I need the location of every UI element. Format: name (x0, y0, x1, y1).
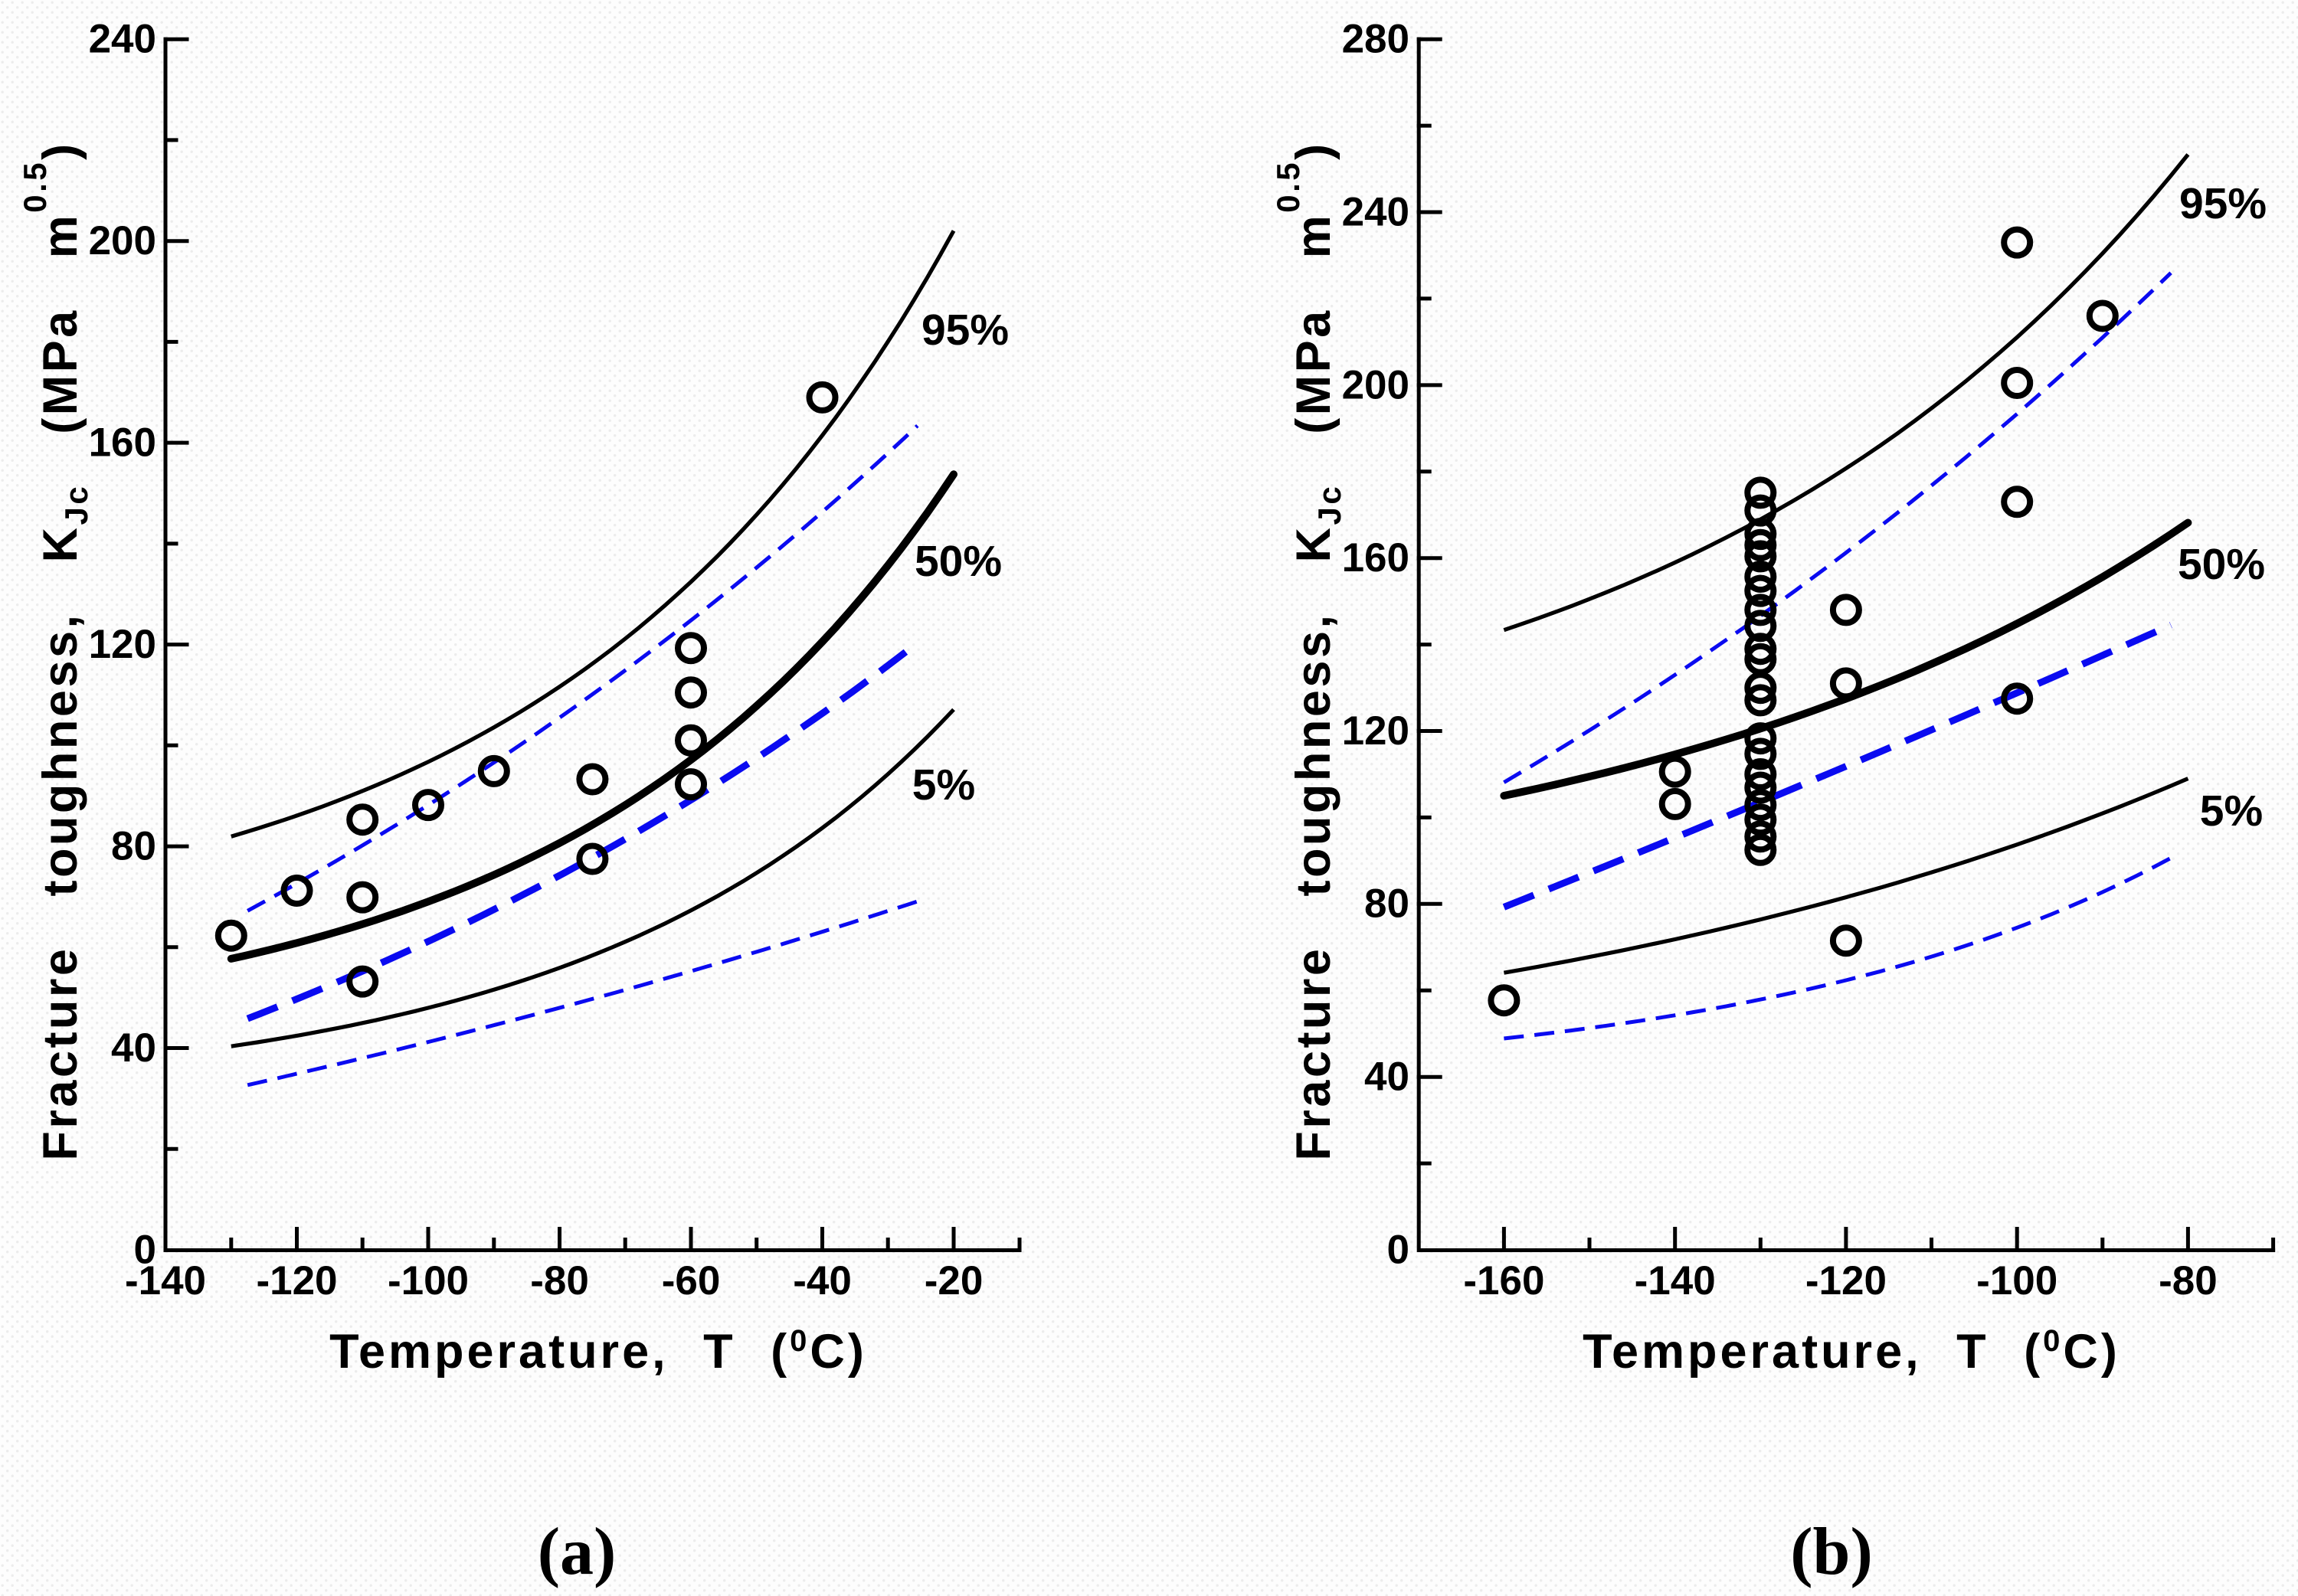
svg-text:0: 0 (134, 1227, 156, 1272)
svg-text:-60: -60 (662, 1258, 721, 1303)
svg-text:160: 160 (1342, 535, 1409, 581)
svg-text:5%: 5% (912, 760, 975, 809)
svg-text:95%: 95% (2179, 179, 2267, 228)
svg-text:-80: -80 (530, 1258, 589, 1303)
svg-text:-100: -100 (388, 1258, 469, 1303)
svg-text:50%: 50% (2178, 540, 2265, 589)
svg-text:120: 120 (1342, 708, 1409, 754)
svg-text:-100: -100 (1976, 1258, 2057, 1303)
svg-text:240: 240 (1342, 189, 1409, 234)
svg-text:120: 120 (89, 622, 156, 667)
svg-text:-160: -160 (1463, 1258, 1544, 1303)
svg-text:50%: 50% (915, 537, 1002, 586)
svg-text:0: 0 (1387, 1227, 1409, 1272)
svg-text:(b): (b) (1790, 1515, 1873, 1589)
svg-text:280: 280 (1342, 17, 1409, 62)
svg-text:Temperature, T (0C): Temperature, T (0C) (1583, 1324, 2120, 1379)
svg-text:5%: 5% (2200, 787, 2263, 836)
svg-text:-80: -80 (2159, 1258, 2218, 1303)
svg-text:(a): (a) (538, 1515, 617, 1589)
svg-text:80: 80 (1364, 881, 1409, 927)
svg-text:-140: -140 (1635, 1258, 1716, 1303)
svg-text:-140: -140 (125, 1258, 206, 1303)
svg-text:-120: -120 (256, 1258, 337, 1303)
svg-text:200: 200 (1342, 362, 1409, 407)
svg-text:-40: -40 (793, 1258, 852, 1303)
svg-text:160: 160 (89, 420, 156, 466)
svg-text:240: 240 (89, 17, 156, 62)
svg-text:Temperature, T (0C): Temperature, T (0C) (329, 1324, 867, 1379)
svg-text:95%: 95% (921, 306, 1009, 355)
svg-text:-20: -20 (925, 1258, 984, 1303)
svg-text:-120: -120 (1805, 1258, 1887, 1303)
svg-text:80: 80 (111, 824, 156, 869)
svg-text:200: 200 (89, 218, 156, 263)
svg-text:40: 40 (1364, 1055, 1409, 1100)
svg-text:40: 40 (111, 1025, 156, 1071)
